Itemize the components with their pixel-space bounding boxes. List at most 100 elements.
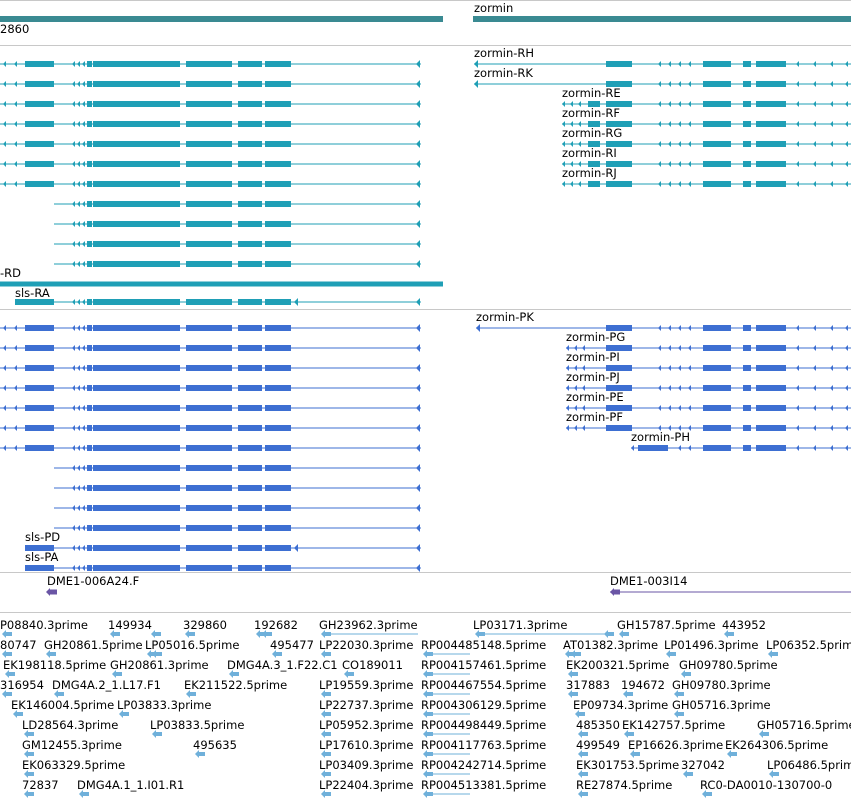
est-label[interactable]: RP004485148.5prime xyxy=(421,638,547,652)
est-label[interactable]: LP03171.3prime xyxy=(473,618,568,632)
est-label[interactable]: GM12455.3prime xyxy=(22,738,122,752)
est-label[interactable]: EK198118.5prime xyxy=(3,658,107,672)
est-feature[interactable] xyxy=(731,752,737,756)
est-label[interactable]: AT01382.3prime xyxy=(563,638,659,652)
est-feature[interactable] xyxy=(634,752,640,756)
est-label[interactable]: 329860 xyxy=(183,618,227,632)
est-label[interactable]: 495635 xyxy=(193,738,237,752)
est-label[interactable]: GH05716.3prime xyxy=(672,698,771,712)
est-label[interactable]: LP05016.5prime xyxy=(145,638,240,652)
est-label[interactable]: EK142757.5prime xyxy=(622,718,726,732)
est-feature[interactable] xyxy=(325,772,331,776)
transcript-label[interactable]: zormin-RH xyxy=(474,46,535,60)
est-label[interactable]: GH15787.5prime xyxy=(617,618,716,632)
est-feature[interactable] xyxy=(28,732,34,736)
est-label[interactable]: GH23962.3prime xyxy=(319,618,418,632)
est-label[interactable]: LP01496.3prime xyxy=(664,638,759,652)
protein-label[interactable]: sls-PA xyxy=(25,550,59,564)
est-label[interactable]: 149934 xyxy=(108,618,152,632)
est-label[interactable]: LP06352.5prime xyxy=(766,638,851,652)
est-feature[interactable] xyxy=(579,712,585,716)
est-feature[interactable] xyxy=(83,792,89,796)
est-feature[interactable] xyxy=(772,652,778,656)
est-label[interactable]: RC0-DA0010-130700-0 xyxy=(700,778,833,792)
clone-label[interactable]: DME1-003I14 xyxy=(610,574,688,588)
est-label[interactable]: LP05952.3prime xyxy=(319,718,414,732)
est-label[interactable]: EK200321.5prime xyxy=(566,658,670,672)
est-feature[interactable] xyxy=(582,752,588,756)
est-feature[interactable] xyxy=(572,692,578,696)
est-feature[interactable] xyxy=(114,632,120,636)
est-feature[interactable] xyxy=(50,652,56,656)
est-feature[interactable] xyxy=(325,752,331,756)
est-feature[interactable] xyxy=(763,732,769,736)
est-feature[interactable] xyxy=(116,672,122,676)
est-feature[interactable] xyxy=(123,712,129,716)
est-label[interactable]: RE27874.5prime xyxy=(576,778,673,792)
est-feature[interactable] xyxy=(582,792,588,796)
est-feature[interactable] xyxy=(155,632,161,636)
est-label[interactable]: LP03409.3prime xyxy=(319,758,414,772)
est-feature[interactable] xyxy=(575,652,581,656)
est-label[interactable]: GH20861.5prime xyxy=(44,638,143,652)
transcript-label[interactable]: sls-RA xyxy=(15,286,50,300)
est-feature[interactable] xyxy=(678,692,684,696)
est-label[interactable]: EK063329.5prime xyxy=(22,758,126,772)
est-feature[interactable] xyxy=(685,672,691,676)
est-feature[interactable] xyxy=(773,772,779,776)
protein-label[interactable]: zormin-PG xyxy=(566,330,626,344)
est-label[interactable]: RP004117763.5prime xyxy=(421,738,547,752)
protein-label[interactable]: zormin-PH xyxy=(631,430,691,444)
est-feature[interactable] xyxy=(627,692,633,696)
est-feature[interactable] xyxy=(582,772,588,776)
transcript-label[interactable]: -RD xyxy=(0,266,21,280)
est-label[interactable]: RP004157461.5prime xyxy=(421,658,547,672)
est-label[interactable]: 72837 xyxy=(22,778,59,792)
est-feature[interactable] xyxy=(6,692,12,696)
protein-label[interactable]: zormin-PI xyxy=(566,350,620,364)
est-feature[interactable] xyxy=(190,692,196,696)
est-feature[interactable] xyxy=(706,792,712,796)
est-label[interactable]: 316954 xyxy=(0,678,44,692)
est-label[interactable]: EK301753.5prime xyxy=(576,758,680,772)
est-label[interactable]: GH05716.5prime xyxy=(757,718,851,732)
est-feature[interactable] xyxy=(156,732,162,736)
est-feature[interactable] xyxy=(678,712,684,716)
est-feature[interactable] xyxy=(325,732,331,736)
est-label[interactable]: EK211522.5prime xyxy=(184,678,288,692)
clone-label[interactable]: DME1-006A24.F xyxy=(47,574,140,588)
est-feature[interactable] xyxy=(58,692,64,696)
est-label[interactable]: LP03833.3prime xyxy=(117,698,212,712)
est-feature[interactable] xyxy=(728,632,734,636)
transcript-label[interactable]: zormin-RF xyxy=(562,106,621,120)
est-label[interactable]: RP004513381.5prime xyxy=(421,778,547,792)
est-label[interactable]: LP17610.3prime xyxy=(319,738,414,752)
transcript-label[interactable]: zormin-RE xyxy=(562,86,621,100)
est-feature[interactable] xyxy=(687,772,693,776)
est-feature[interactable] xyxy=(325,652,331,656)
est-label[interactable]: LP06486.5prime xyxy=(767,758,851,772)
est-label[interactable]: 495477 xyxy=(270,638,314,652)
est-label[interactable]: P08840.3prime xyxy=(0,618,88,632)
est-label[interactable]: LP19559.3prime xyxy=(319,678,414,692)
est-feature[interactable] xyxy=(608,632,614,636)
transcript-label[interactable]: zormin-RJ xyxy=(562,166,617,180)
gene-name-label[interactable]: zormin xyxy=(474,1,514,15)
est-feature[interactable] xyxy=(325,712,331,716)
est-label[interactable]: GH09780.3prime xyxy=(672,678,771,692)
est-label[interactable]: 327042 xyxy=(681,758,725,772)
est-feature[interactable] xyxy=(199,752,205,756)
est-label[interactable]: RP004306129.5prime xyxy=(421,698,547,712)
est-label[interactable]: GH20861.3prime xyxy=(110,658,209,672)
est-feature[interactable] xyxy=(348,672,354,676)
transcript-label[interactable]: zormin-RI xyxy=(562,146,617,160)
est-label[interactable]: EK146004.5prime xyxy=(11,698,115,712)
est-feature[interactable] xyxy=(9,672,15,676)
est-feature[interactable] xyxy=(28,792,34,796)
est-label[interactable]: GH09780.5prime xyxy=(679,658,778,672)
est-feature[interactable] xyxy=(276,652,282,656)
est-label[interactable]: RP004498449.5prime xyxy=(421,718,547,732)
est-feature[interactable] xyxy=(156,652,162,656)
est-label[interactable]: 80747 xyxy=(0,638,37,652)
